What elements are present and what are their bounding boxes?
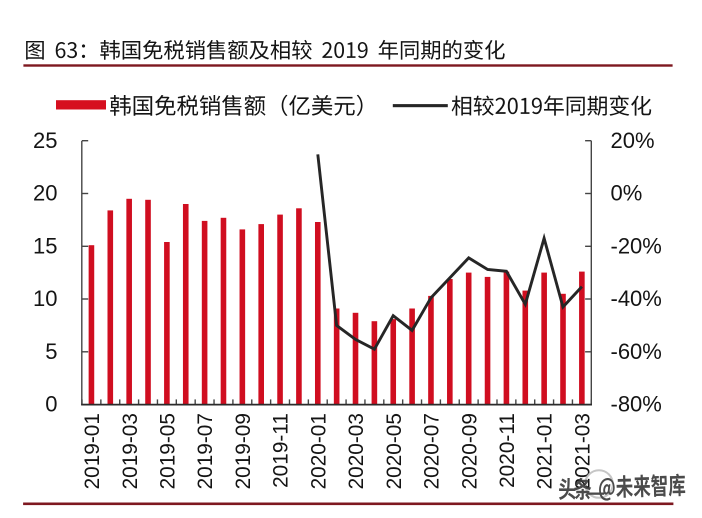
svg-text:2020-05: 2020-05 (383, 413, 406, 489)
svg-text:2021-01: 2021-01 (534, 413, 557, 489)
svg-text:2020-09: 2020-09 (458, 413, 481, 489)
svg-text:2019-05: 2019-05 (156, 413, 179, 489)
svg-text:2020-11: 2020-11 (496, 413, 519, 488)
svg-text:20: 20 (33, 181, 57, 206)
svg-text:2019-11: 2019-11 (270, 413, 293, 488)
svg-text:-80%: -80% (611, 392, 662, 417)
svg-text:2019-09: 2019-09 (232, 413, 255, 489)
svg-text:2020-01: 2020-01 (307, 413, 330, 489)
svg-text:20%: 20% (611, 128, 655, 153)
svg-text:2021-03: 2021-03 (571, 413, 594, 489)
svg-text:2020-07: 2020-07 (421, 413, 444, 489)
svg-text:15: 15 (33, 233, 57, 258)
svg-text:-60%: -60% (611, 339, 662, 364)
svg-text:2019-07: 2019-07 (194, 413, 217, 489)
svg-text:-20%: -20% (611, 233, 662, 258)
svg-text:0: 0 (45, 392, 57, 417)
svg-text:0%: 0% (611, 181, 643, 206)
svg-text:-40%: -40% (611, 286, 662, 311)
svg-text:2019-01: 2019-01 (81, 413, 104, 489)
svg-text:25: 25 (33, 128, 57, 153)
svg-text:10: 10 (33, 286, 57, 311)
svg-text:2020-03: 2020-03 (345, 413, 368, 489)
svg-text:2019-03: 2019-03 (119, 413, 142, 489)
svg-text:5: 5 (45, 339, 57, 364)
